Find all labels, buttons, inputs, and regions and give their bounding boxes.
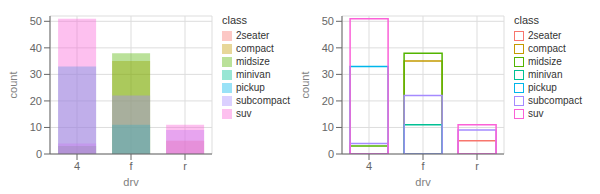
svg-text:0: 0 [328,148,334,160]
svg-text:count: count [300,72,311,99]
html-text:subcompact: subcompact [236,95,290,106]
svg-text:f: f [421,160,425,172]
svg-text:4: 4 [366,160,372,172]
html-text:pickup: pickup [236,82,265,93]
svg-text:50: 50 [322,15,334,27]
svg-text:drv: drv [123,176,139,186]
html-text:2seater: 2seater [528,30,562,41]
svg-text:50: 50 [30,15,42,27]
svg-text:count: count [8,72,19,99]
svg-text:20: 20 [30,95,42,107]
svg-text:4: 4 [74,160,80,172]
svg-text:40: 40 [322,42,334,54]
html-text:midsize: midsize [528,56,562,67]
html-text:class: class [222,14,248,26]
svg-text:30: 30 [30,68,42,80]
svg-text:10: 10 [30,121,42,133]
svg-text:f: f [129,160,133,172]
html-text:suv: suv [236,108,252,119]
html-text:midsize: midsize [236,56,270,67]
html-text:class: class [514,14,540,26]
svg-text:r: r [475,160,479,172]
html-text:minivan: minivan [528,69,563,80]
html-text:compact: compact [528,43,566,54]
html-text:pickup: pickup [528,82,557,93]
svg-text:30: 30 [322,68,334,80]
svg-text:0: 0 [36,148,42,160]
svg-text:r: r [183,160,187,172]
html-text:minivan: minivan [236,69,271,80]
svg-text:drv: drv [415,176,431,186]
svg-text:20: 20 [322,95,334,107]
svg-text:40: 40 [30,42,42,54]
svg-text:10: 10 [322,121,334,133]
html-text:suv: suv [528,108,544,119]
html-text:2seater: 2seater [236,30,270,41]
html-text:compact: compact [236,43,274,54]
html-text:subcompact: subcompact [528,95,582,106]
